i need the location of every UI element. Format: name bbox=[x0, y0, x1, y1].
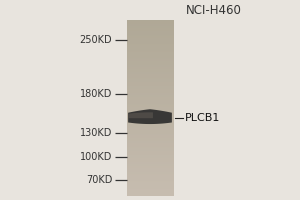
Text: NCI-H460: NCI-H460 bbox=[186, 4, 242, 17]
Text: 130KD: 130KD bbox=[80, 128, 112, 138]
Text: PLCB1: PLCB1 bbox=[185, 113, 220, 123]
Text: 180KD: 180KD bbox=[80, 89, 112, 99]
Polygon shape bbox=[128, 109, 172, 124]
Text: 100KD: 100KD bbox=[80, 152, 112, 162]
Text: 250KD: 250KD bbox=[80, 35, 112, 45]
Polygon shape bbox=[129, 112, 153, 118]
Text: 70KD: 70KD bbox=[86, 175, 112, 185]
